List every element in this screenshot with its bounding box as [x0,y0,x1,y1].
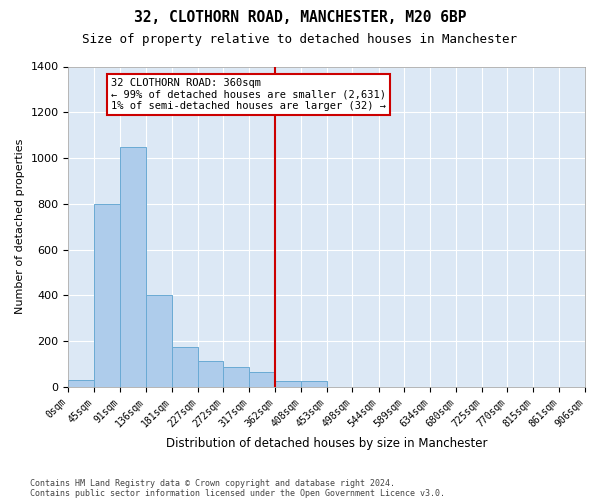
Bar [301,381,327,387]
Bar [172,347,198,387]
Text: 32, CLOTHORN ROAD, MANCHESTER, M20 6BP: 32, CLOTHORN ROAD, MANCHESTER, M20 6BP [134,10,466,25]
Bar [120,146,146,387]
X-axis label: Distribution of detached houses by size in Manchester: Distribution of detached houses by size … [166,437,487,450]
Bar [146,296,172,387]
Text: Size of property relative to detached houses in Manchester: Size of property relative to detached ho… [83,32,517,46]
Text: 32 CLOTHORN ROAD: 360sqm
← 99% of detached houses are smaller (2,631)
1% of semi: 32 CLOTHORN ROAD: 360sqm ← 99% of detach… [111,78,386,111]
Text: Contains HM Land Registry data © Crown copyright and database right 2024.: Contains HM Land Registry data © Crown c… [30,478,395,488]
Bar [223,368,249,387]
Bar [275,381,301,387]
Bar [198,360,223,387]
Y-axis label: Number of detached properties: Number of detached properties [15,139,25,314]
Bar [249,372,275,387]
Bar [68,380,94,387]
Text: Contains public sector information licensed under the Open Government Licence v3: Contains public sector information licen… [30,488,445,498]
Bar [94,204,120,387]
